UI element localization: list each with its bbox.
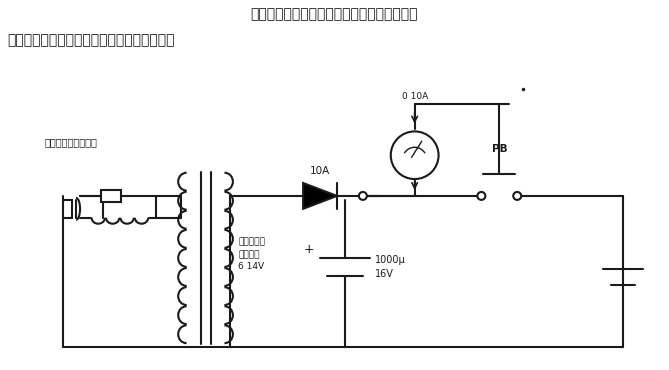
Text: +: + — [304, 243, 314, 256]
Circle shape — [513, 192, 521, 200]
Text: PB: PB — [492, 144, 507, 154]
Text: 10A: 10A — [310, 166, 330, 176]
Bar — [101, 190, 121, 202]
Text: 门铃或阴极
灯变压器
6 14V: 门铃或阴极 灯变压器 6 14V — [238, 238, 266, 272]
Polygon shape — [303, 183, 337, 209]
Text: 镍镉电池接在输出端并按压按钮开关三秒钟。: 镍镉电池接在输出端并按压按钮开关三秒钟。 — [7, 33, 175, 47]
Circle shape — [359, 192, 367, 200]
Circle shape — [391, 131, 439, 179]
Circle shape — [478, 192, 486, 200]
Text: 它用来消除镍镉电池内部的短路。操作时，将: 它用来消除镍镉电池内部的短路。操作时，将 — [250, 7, 417, 21]
Text: 0 10A: 0 10A — [401, 92, 427, 101]
Text: 对元件无特别的要求: 对元件无特别的要求 — [44, 137, 97, 147]
Text: 1000μ
16V: 1000μ 16V — [375, 255, 405, 279]
